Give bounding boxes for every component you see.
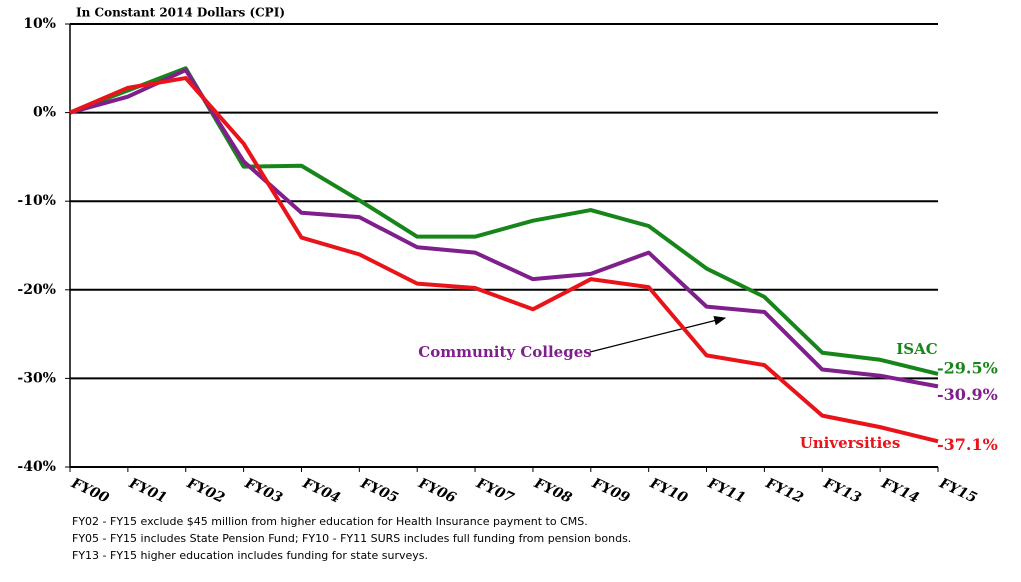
y-tick-label: -40%	[17, 459, 56, 475]
series-annotation: Community Colleges	[418, 343, 591, 361]
x-tick-label: FY07	[473, 475, 517, 507]
x-tick-label: FY05	[357, 475, 400, 507]
x-tick-label: FY10	[647, 475, 691, 507]
y-tick-label: 0%	[33, 105, 56, 121]
value-label: -29.5%	[937, 358, 998, 377]
x-tick-label: FY03	[241, 475, 285, 507]
y-tick-label: 10%	[23, 16, 56, 32]
x-tick-label: FY15	[936, 475, 979, 507]
footnote: FY05 - FY15 includes State Pension Fund;…	[72, 532, 631, 545]
footnote: FY13 - FY15 higher education includes fu…	[72, 549, 428, 562]
value-label: -37.1%	[937, 435, 998, 454]
x-tick-label: FY01	[126, 475, 169, 507]
x-tick-label: FY00	[68, 475, 112, 507]
value-label: -30.9%	[937, 385, 998, 404]
y-tick-label: -20%	[17, 282, 56, 298]
x-tick-label: FY09	[589, 475, 633, 507]
y-tick-label: -30%	[17, 370, 56, 386]
x-tick-label: FY04	[299, 475, 342, 507]
series-line	[69, 68, 939, 389]
series-line	[69, 76, 939, 444]
y-tick-label: -10%	[17, 193, 56, 209]
x-tick-label: FY02	[184, 475, 228, 507]
x-tick-label: FY13	[820, 475, 864, 507]
series-annotation: ISAC	[896, 340, 937, 358]
series-annotation: Universities	[800, 434, 901, 452]
series-line	[69, 66, 939, 376]
annotation-arrow	[589, 315, 727, 353]
x-tick-label: FY06	[415, 475, 459, 507]
footnote: FY02 - FY15 exclude $45 million from hig…	[72, 515, 588, 528]
x-tick-label: FY12	[762, 475, 806, 507]
x-tick-label: FY14	[878, 475, 921, 507]
x-tick-label: FY11	[704, 475, 747, 507]
chart-subtitle: In Constant 2014 Dollars (CPI)	[76, 6, 285, 20]
x-tick-label: FY08	[531, 475, 575, 507]
